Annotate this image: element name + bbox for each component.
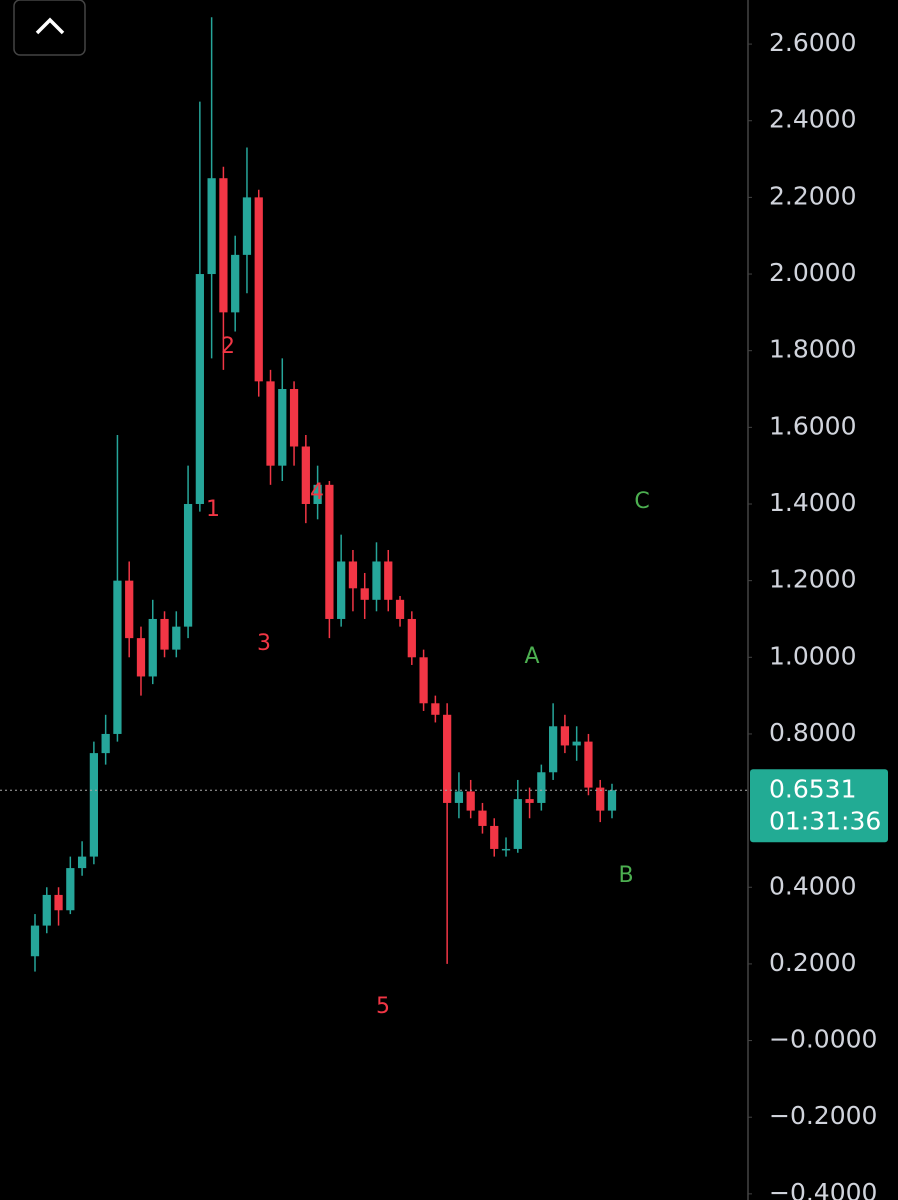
candle-body	[607, 790, 617, 811]
candle-body	[183, 503, 193, 627]
candle-body	[560, 726, 570, 746]
candle-body	[431, 703, 440, 715]
candle-body	[419, 657, 428, 704]
candle-body	[384, 561, 393, 600]
candle-body	[231, 254, 240, 313]
candle-body	[325, 484, 334, 619]
wave-label: 5	[376, 994, 390, 1019]
candle-body	[443, 714, 452, 803]
candle-body	[30, 925, 40, 957]
wave-label: B	[618, 863, 633, 888]
candle-body	[501, 848, 511, 851]
candle-body	[113, 580, 122, 734]
candle-body	[219, 178, 228, 313]
candle-body	[395, 599, 405, 619]
candle-body	[77, 856, 87, 869]
candle-body	[490, 825, 499, 849]
collapse-button[interactable]	[13, 0, 86, 56]
candle-body	[525, 799, 534, 803]
y-tick-label: 2.2000	[769, 181, 856, 210]
y-tick-label: −0.4000	[769, 1178, 877, 1200]
y-tick-label: 1.6000	[769, 411, 856, 440]
wave-label: 1	[206, 497, 220, 522]
candle-body	[301, 446, 310, 504]
candle-body	[466, 791, 475, 811]
candle-body	[537, 772, 546, 803]
candle-body	[348, 561, 358, 589]
candle-body	[513, 799, 522, 849]
candle-body	[337, 561, 346, 619]
candle-body	[289, 389, 299, 447]
price-label-box	[750, 769, 888, 843]
candle-body	[407, 618, 416, 658]
y-tick-label: 2.6000	[769, 28, 856, 57]
candle-body	[572, 741, 581, 746]
candle-body	[66, 868, 75, 911]
y-tick-label: 0.8000	[769, 718, 856, 747]
wave-label: C	[634, 489, 649, 514]
y-tick-label: −0.2000	[769, 1101, 877, 1130]
candle-body	[101, 733, 110, 754]
candle-body	[313, 484, 322, 504]
candle-body	[242, 197, 252, 255]
chevron-up-icon[interactable]	[35, 17, 65, 35]
candle-body	[254, 197, 263, 382]
candle-body	[207, 178, 216, 275]
candle-body	[125, 580, 134, 639]
candle-body	[160, 618, 169, 650]
candle-body	[136, 638, 146, 677]
y-tick-label: 2.4000	[769, 105, 856, 134]
candle-body	[584, 741, 593, 788]
wave-label: 4	[310, 480, 324, 505]
wave-label: A	[524, 644, 539, 669]
candle-body	[266, 381, 275, 466]
wave-label: 2	[221, 334, 235, 359]
candle-body	[549, 726, 558, 773]
candle-body	[54, 894, 63, 911]
y-tick-label: 0.2000	[769, 948, 856, 977]
current-price-label: 0.6531	[769, 774, 856, 803]
candle-body	[596, 787, 605, 811]
y-tick-label: 1.2000	[769, 565, 856, 594]
y-tick-label: 2.0000	[769, 258, 856, 287]
candle-body	[148, 618, 157, 677]
candle-body	[454, 791, 464, 803]
candle-body	[478, 810, 487, 826]
countdown-label: 01:31:36	[769, 806, 881, 835]
y-tick-label: 1.0000	[769, 641, 856, 670]
wave-label: 3	[257, 631, 271, 656]
candle-body	[172, 626, 181, 650]
candle-body	[372, 561, 381, 600]
y-tick-label: 1.8000	[769, 335, 856, 364]
candle-body	[89, 753, 98, 857]
y-tick-label: 1.4000	[769, 488, 856, 517]
y-tick-label: −0.0000	[769, 1025, 877, 1054]
candle-body	[360, 588, 369, 600]
candle-body	[42, 894, 51, 926]
candle-body	[195, 274, 204, 504]
candle-body	[278, 389, 287, 466]
y-tick-label: 0.4000	[769, 871, 856, 900]
